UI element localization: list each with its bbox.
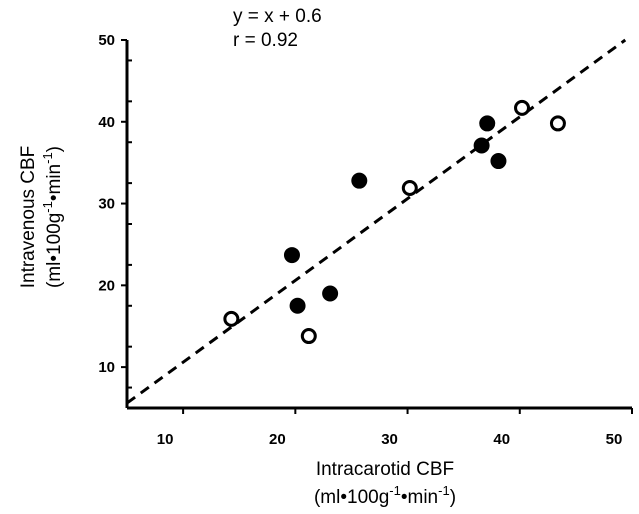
y-tick-label: 10: [98, 359, 115, 376]
x-tick-label: 20: [269, 431, 286, 448]
data-point-filled: [289, 297, 306, 314]
y-tick-label: 40: [98, 114, 115, 131]
data-point-filled: [322, 285, 339, 302]
data-point-filled: [479, 115, 496, 132]
data-point-filled: [351, 172, 368, 189]
y-axis-title: Intravenous CBF: [18, 146, 39, 289]
x-tick-label: 40: [493, 431, 510, 448]
data-point-open: [223, 310, 240, 327]
y-axis-unit: (ml•100g-1•min-1): [40, 146, 65, 288]
y-tick-label: 50: [98, 32, 115, 49]
correlation-annotation: r = 0.92: [233, 30, 298, 51]
x-axis-title: Intracarotid CBF: [316, 459, 454, 480]
data-point-open: [401, 180, 418, 197]
data-point-open: [514, 99, 531, 116]
data-point-filled: [283, 247, 300, 264]
equation-annotation: y = x + 0.6: [233, 6, 322, 27]
data-point-open: [549, 115, 566, 132]
y-tick-label: 30: [98, 196, 115, 213]
y-tick-label: 20: [98, 277, 115, 294]
x-tick-label: 30: [381, 431, 398, 448]
x-axis-unit: (ml•100g-1•min-1): [314, 483, 456, 508]
x-tick-label: 10: [157, 431, 174, 448]
data-point-filled: [473, 137, 490, 154]
data-point-open: [300, 328, 317, 345]
data-point-filled: [490, 153, 507, 170]
x-tick-label: 50: [606, 431, 623, 448]
regression-line: [126, 38, 627, 405]
